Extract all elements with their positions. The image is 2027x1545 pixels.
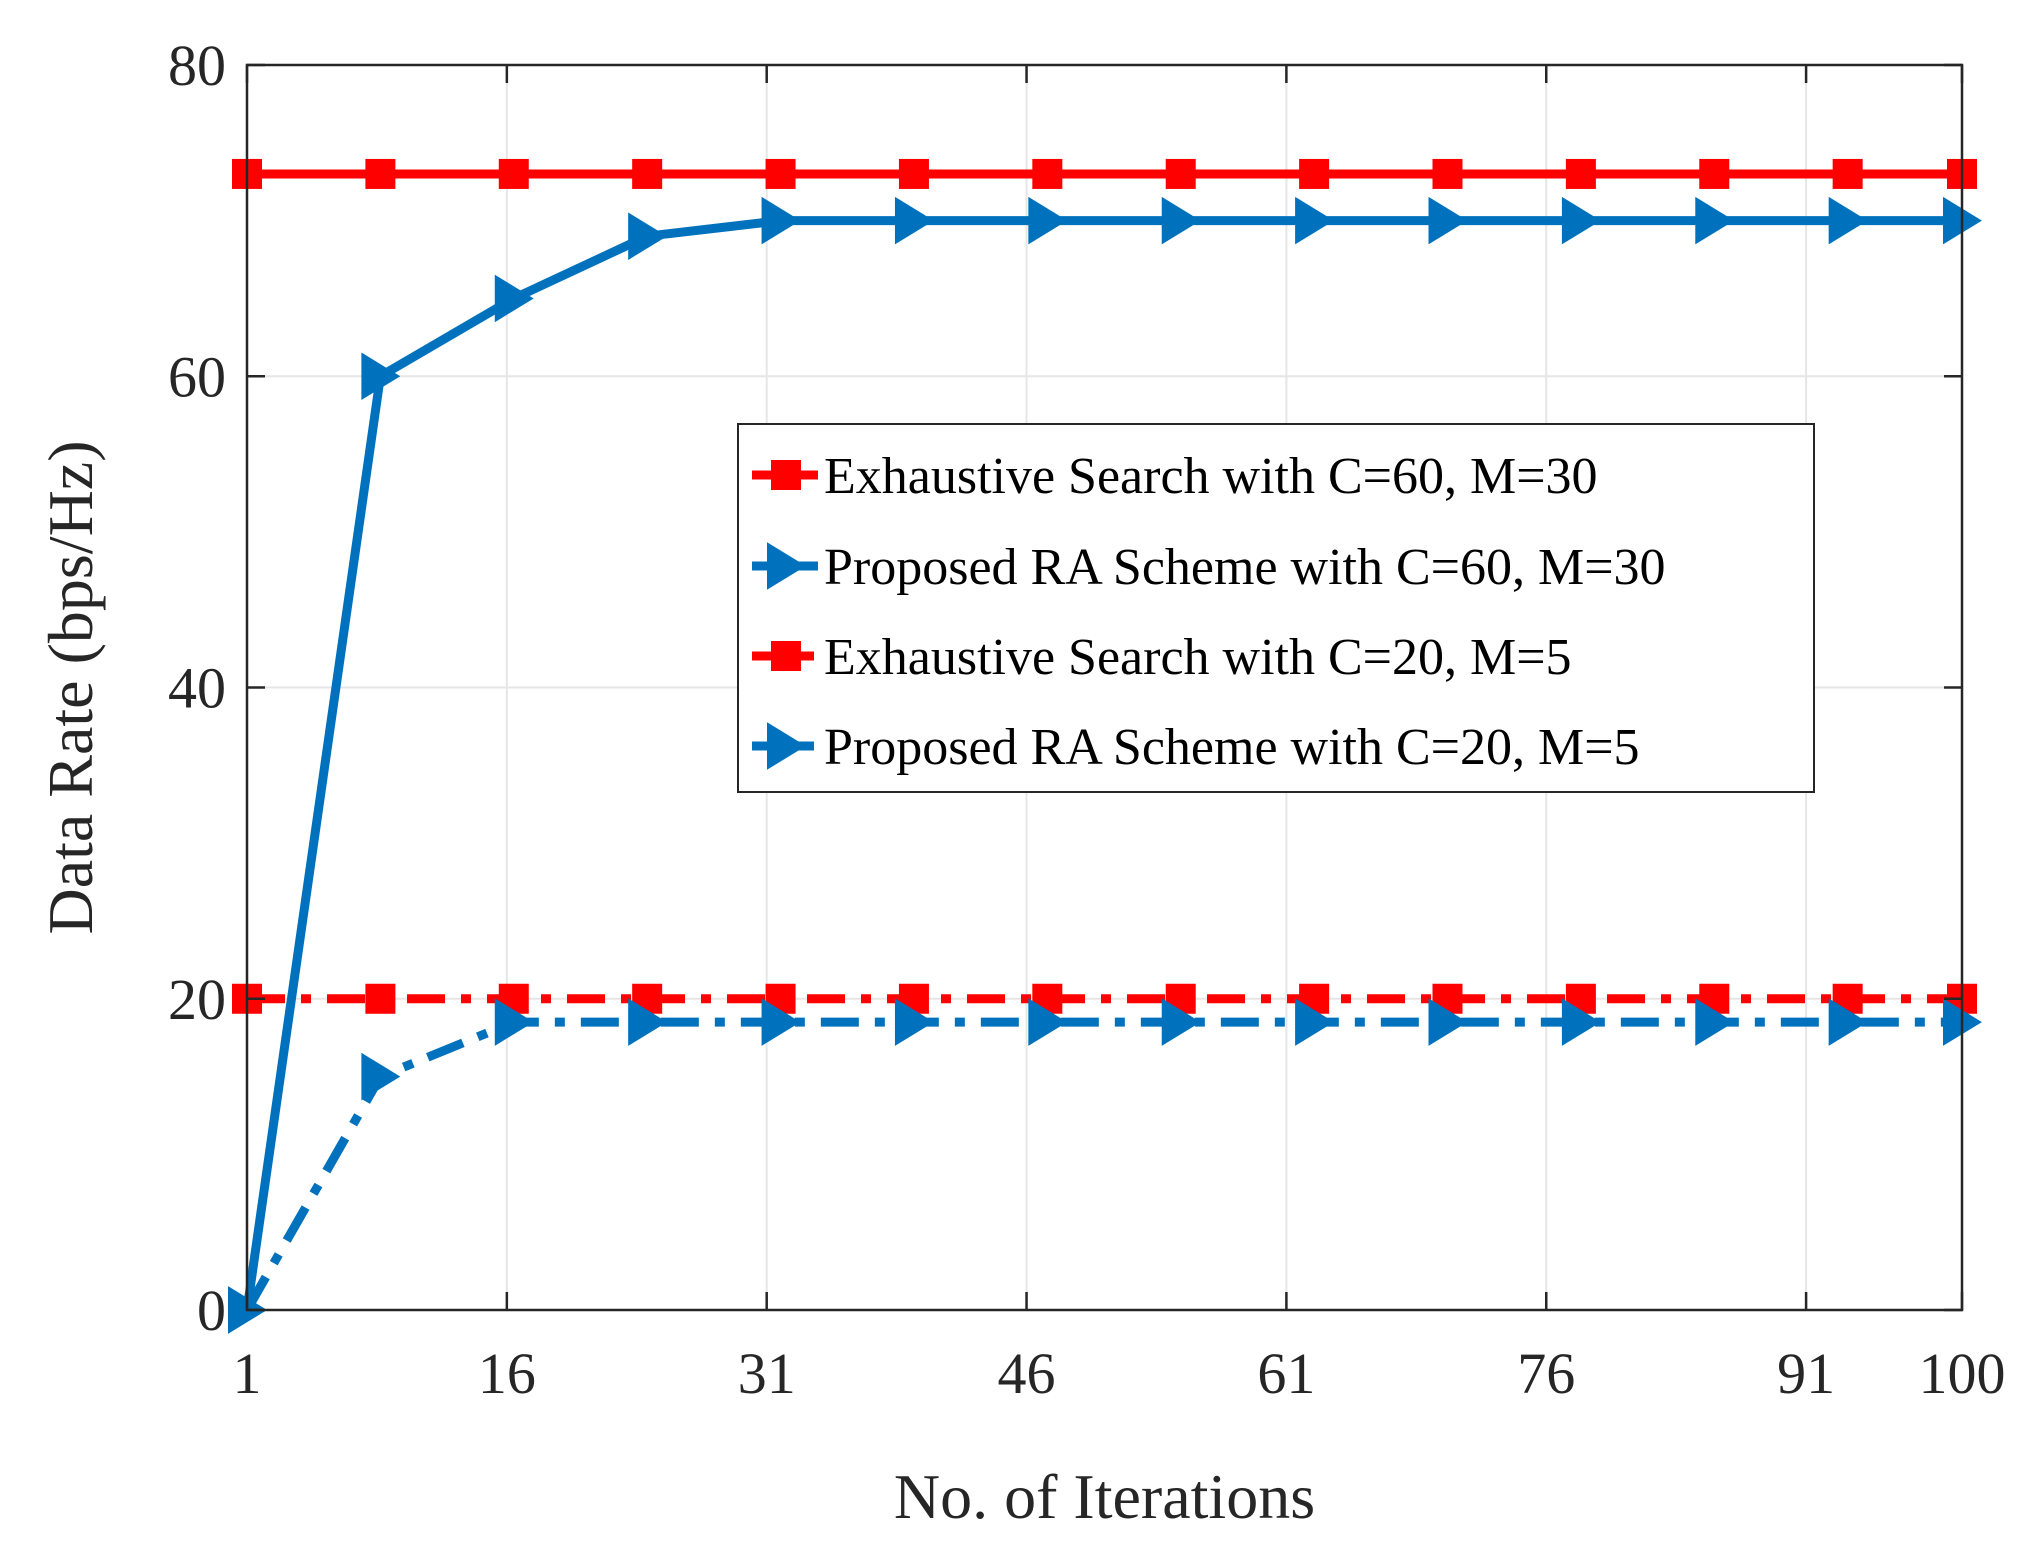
y-tick-label: 0 (197, 1278, 226, 1343)
data-point (494, 274, 534, 323)
y-tick-label: 20 (168, 967, 226, 1032)
legend-marker (771, 641, 801, 671)
data-point (632, 158, 663, 189)
data-point (361, 352, 401, 401)
data-point (1295, 998, 1335, 1046)
x-tick-label: 100 (1919, 1341, 2006, 1406)
data-point (1832, 158, 1863, 189)
data-point (1828, 196, 1868, 245)
data-point (1432, 158, 1463, 189)
data-point (628, 212, 668, 260)
legend-label: Exhaustive Search with C=20, M=5 (824, 629, 1572, 686)
data-point (1428, 196, 1468, 245)
y-tick-label: 60 (168, 344, 226, 409)
series-line (243, 1017, 1962, 1313)
data-point (894, 196, 934, 245)
series-3 (232, 983, 1977, 1014)
data-point (494, 998, 534, 1046)
data-point (894, 998, 934, 1046)
y-tick-label: 40 (168, 656, 226, 721)
data-point (1299, 158, 1330, 189)
legend-box (737, 423, 1815, 793)
data-point (1561, 196, 1601, 245)
x-tick-label: 61 (1257, 1341, 1315, 1406)
data-point (1161, 196, 1201, 245)
x-axis-title: No. of Iterations (894, 1461, 1315, 1532)
legend-item-1: Exhaustive Search with C=60, M=30 (752, 448, 1598, 505)
data-point (1699, 158, 1730, 189)
legend-item-4: Proposed RA Scheme with C=20, M=5 (752, 719, 1640, 776)
legend-marker (767, 542, 806, 590)
y-axis-title: Data Rate (bps/Hz) (35, 440, 106, 934)
data-point (761, 998, 801, 1046)
axis-ticks: 1 16 31 46 61 76 91 100 0 20 40 60 80 (168, 33, 2006, 1406)
data-point (1295, 196, 1335, 245)
data-point (1028, 998, 1068, 1046)
x-tick-label: 31 (738, 1341, 796, 1406)
data-point (365, 983, 396, 1014)
data-point (1028, 196, 1068, 245)
legend: Exhaustive Search with C=60, M=30 Propose… (737, 423, 1815, 793)
data-point (898, 158, 929, 189)
data-point (361, 1052, 401, 1101)
data-point (1565, 158, 1596, 189)
data-point (1032, 158, 1063, 189)
x-tick-label: 91 (1777, 1341, 1835, 1406)
legend-item-3: Exhaustive Search with C=20, M=5 (752, 629, 1572, 686)
series-line (242, 216, 1962, 1311)
data-point (765, 983, 796, 1014)
data-point (1695, 196, 1735, 245)
data-point (1428, 998, 1468, 1046)
series-1 (232, 158, 1977, 189)
legend-label: Proposed RA Scheme with C=20, M=5 (824, 719, 1640, 776)
data-point (1828, 998, 1868, 1046)
x-tick-label: 1 (233, 1341, 262, 1406)
data-point (761, 196, 801, 245)
legend-label: Proposed RA Scheme with C=60, M=30 (824, 539, 1666, 596)
data-point (1695, 998, 1735, 1046)
series-4 (228, 998, 1982, 1334)
data-point (498, 158, 529, 189)
data-point (628, 998, 668, 1046)
x-tick-label: 46 (998, 1341, 1056, 1406)
data-point (1165, 158, 1196, 189)
plot-series (228, 158, 1982, 1334)
y-tick-label: 80 (168, 33, 226, 98)
legend-label: Exhaustive Search with C=60, M=30 (824, 448, 1598, 505)
data-point (1561, 998, 1601, 1046)
data-point (765, 158, 796, 189)
data-point (365, 158, 396, 189)
x-tick-label: 16 (478, 1341, 536, 1406)
data-point (1161, 998, 1201, 1046)
legend-marker (767, 722, 806, 770)
legend-marker (771, 460, 801, 490)
x-tick-label: 76 (1517, 1341, 1575, 1406)
legend-item-2: Proposed RA Scheme with C=60, M=30 (752, 539, 1666, 596)
